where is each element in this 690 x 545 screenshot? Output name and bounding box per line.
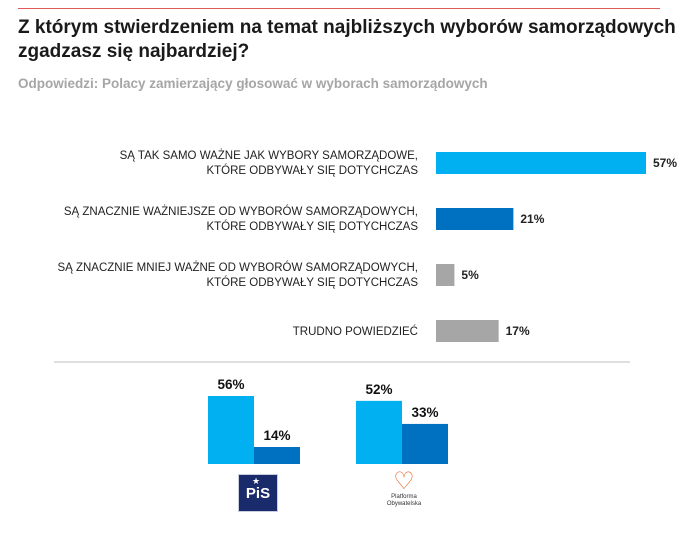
group-2-bar-1	[356, 400, 402, 464]
category-label-2-1: SĄ ZNACZNIE WAŻNIEJSZE OD WYBORÓW SAMORZ…	[64, 205, 418, 218]
heart-icon: ♡	[393, 468, 415, 495]
group-2-value-label-1: 52%	[365, 382, 392, 397]
po-logo-text-1: Platforma	[391, 494, 417, 500]
group-1-bar-1	[208, 396, 254, 464]
category-label-1-2: KTÓRE ODBYWAŁY SIĘ DOTYCHCZAS	[206, 164, 418, 177]
group-1-value-label-2: 14%	[263, 428, 290, 443]
page-subtitle: Odpowiedzi: Polacy zamierzający głosować…	[18, 76, 488, 91]
po-logo: ♡ Platforma Obywatelska	[376, 470, 432, 518]
bar-3	[436, 264, 455, 286]
category-label-4-1: TRUDNO POWIEDZIEĆ	[293, 325, 418, 338]
star-icon: ★	[252, 476, 261, 486]
group-1-value-label-1: 56%	[217, 377, 244, 392]
pis-logo-text: PiS	[245, 484, 271, 502]
pis-logo: ★ PiS	[238, 474, 278, 512]
group-2-bar-2	[402, 423, 448, 464]
po-logo-text-2: Obywatelska	[386, 501, 422, 507]
bar-1	[436, 152, 646, 174]
value-label-3: 5%	[461, 268, 479, 282]
value-label-1: 57%	[653, 156, 677, 170]
value-label-2: 21%	[520, 212, 544, 226]
group-2-value-label-2: 33%	[411, 405, 438, 420]
bar-4	[436, 320, 499, 342]
category-label-1-1: SĄ TAK SAMO WAŻNE JAK WYBORY SAMORZĄDOWE…	[120, 149, 418, 162]
category-label-3-2: KTÓRE ODBYWAŁY SIĘ DOTYCHCZAS	[206, 276, 418, 289]
page-title: Z którym stwierdzeniem na temat najbliżs…	[18, 17, 676, 62]
top-rule	[18, 8, 660, 9]
value-label-4: 17%	[506, 324, 530, 338]
group-1-bar-2	[254, 447, 300, 464]
bar-2	[436, 208, 514, 230]
category-label-2-2: KTÓRE ODBYWAŁY SIĘ DOTYCHCZAS	[206, 220, 418, 233]
category-label-3-1: SĄ ZNACZNIE MNIEJ WAŻNE OD WYBORÓW SAMOR…	[57, 261, 418, 274]
